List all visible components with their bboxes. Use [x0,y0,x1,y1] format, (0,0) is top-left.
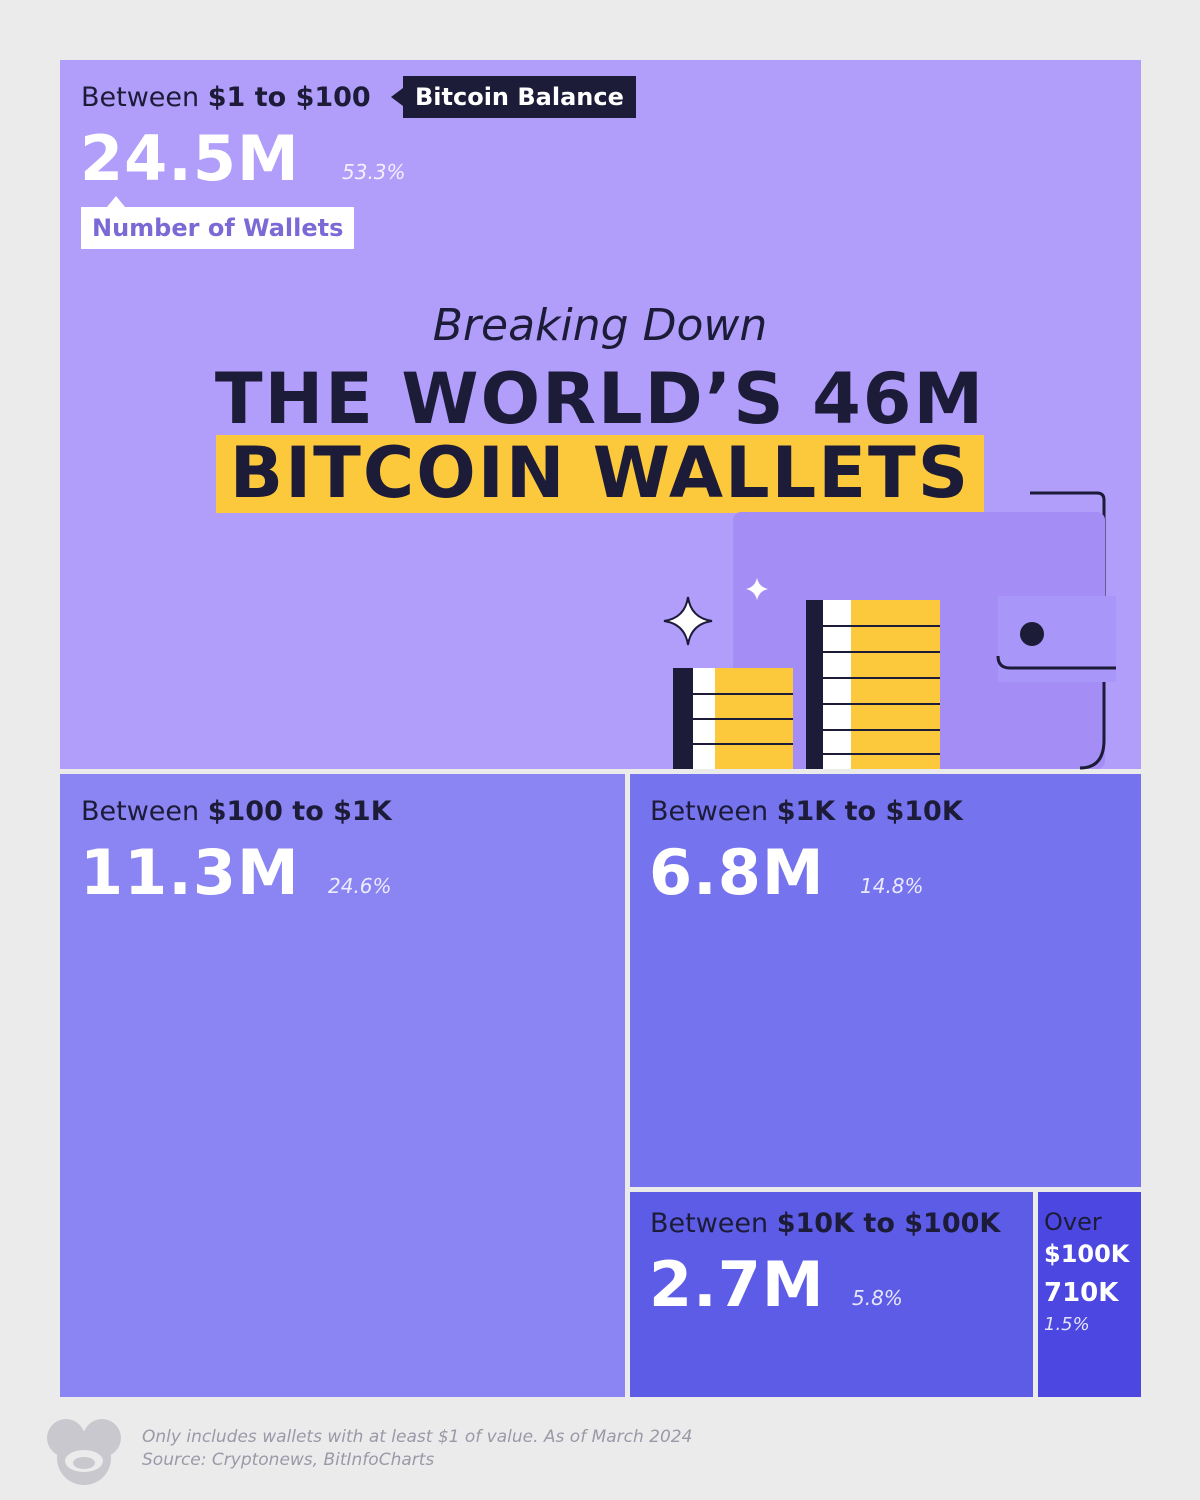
tile-1-to-100: Between $1 to $100 24.5M 53.3% [60,60,1141,769]
tile-1k-to-10k: Between $1K to $10K 6.8M 14.8% [630,774,1141,1187]
tile-4-count: 2.7M [649,1248,825,1321]
tile-1-share: 53.3% [342,160,406,184]
tile-1-range: Between $1 to $100 [81,82,371,113]
tile-10k-to-100k: Between $10K to $100K 2.7M 5.8% [630,1192,1033,1397]
number-of-wallets-tag: Number of Wallets [81,196,355,249]
tile-3-count: 6.8M [649,836,825,909]
wallet-illustration [663,491,1116,770]
tile-2-count: 11.3M [80,836,300,909]
tile-5-share: 1.5% [1044,1314,1090,1335]
tile-4-range: Between $10K to $100K [650,1208,1001,1239]
tile-4-share: 5.8% [852,1286,903,1310]
tile-2-range: Between $100 to $1K [81,796,392,827]
sparkle-large-icon [663,596,713,646]
tile-5-count: 710K [1044,1278,1119,1308]
tile-5-prefix: Over [1044,1208,1102,1236]
coin-stack-small-icon [673,668,793,769]
bitcoin-balance-tag: Bitcoin Balance [391,76,636,118]
tile-1-count: 24.5M [80,122,300,195]
title-line-1: THE WORLD’S 46M [214,358,986,440]
sparkle-small-icon [746,578,768,600]
title-kicker: Breaking Down [432,300,768,351]
tile-3-share: 14.8% [860,874,924,898]
tile-5-range: $100K [1044,1240,1130,1268]
title-line-2: BITCOIN WALLETS [215,435,985,513]
tile-3-range: Between $1K to $10K [650,796,963,827]
tile-over-100k: Over $100K 710K 1.5% [1038,1192,1141,1397]
tile-100-to-1k: Between $100 to $1K 11.3M 24.6% [60,774,625,1397]
publisher-logo-icon [47,1419,121,1485]
footer-source: Source: Cryptonews, BitInfoCharts [142,1450,435,1470]
title-line-2-wrap: BITCOIN WALLETS [0,435,1200,513]
coin-stack-large-icon [806,600,940,769]
footer-note: Only includes wallets with at least $1 o… [142,1427,693,1447]
tile-2-share: 24.6% [328,874,392,898]
